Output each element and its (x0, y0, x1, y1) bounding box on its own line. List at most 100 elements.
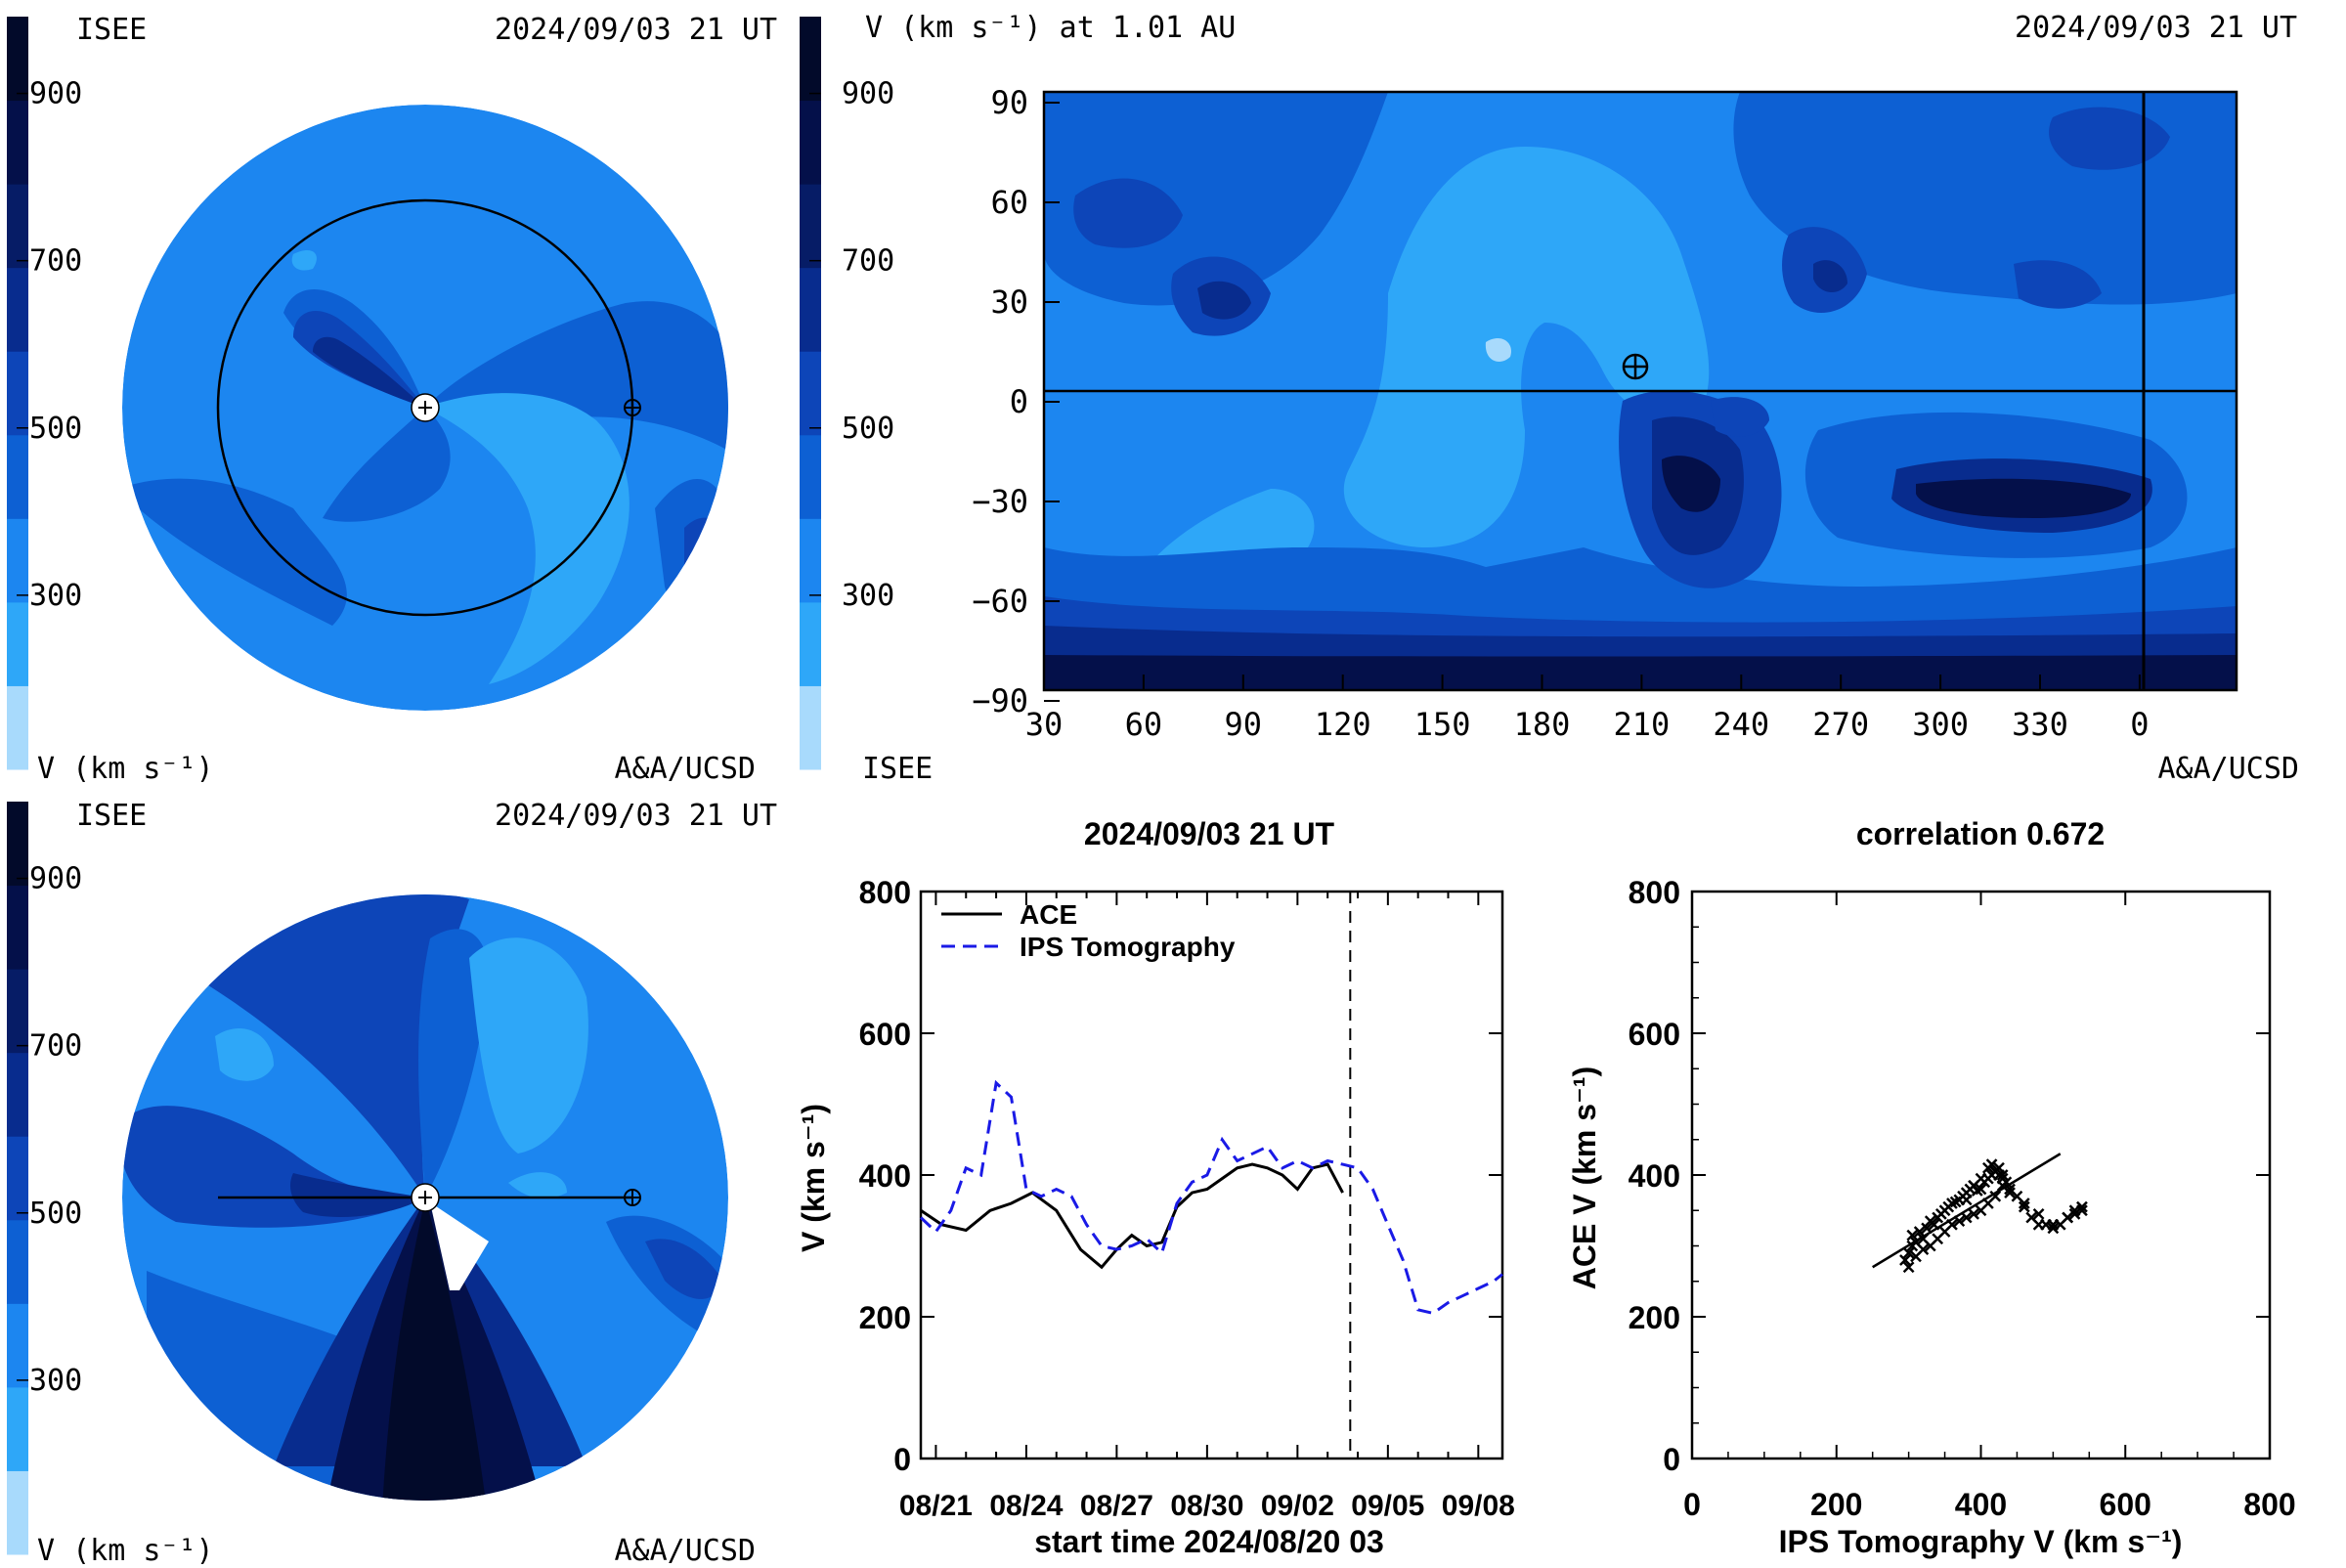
speed-contour-band (196, 894, 469, 1198)
colorbar-segment (7, 1219, 28, 1304)
colorbar-tick-label: 300 (29, 1364, 82, 1398)
y-tick-label: 600 (1629, 1017, 1680, 1052)
org-label: ISEE (76, 799, 147, 833)
speed-contour-band (313, 336, 425, 408)
scatter-point (1917, 1243, 1930, 1256)
time-series-title: 2024/09/03 21 UT (1084, 816, 1335, 851)
colorbar-tick-label: 500 (29, 1197, 82, 1231)
scatter-point (1902, 1261, 1915, 1274)
colorbar-segment (7, 100, 28, 185)
speed-contour-band (425, 393, 630, 684)
scatter-point-stroke (2068, 1207, 2081, 1220)
y-tick-label: 400 (1629, 1158, 1680, 1194)
scatter-point (1913, 1226, 1926, 1238)
time-series-axes: 0 200 400 600 800 08/21 08/24 08/27 08/30 09/02 09… (859, 875, 1515, 1522)
colorbar-tick-label: 500 (29, 412, 82, 446)
scatter-point (2032, 1207, 2045, 1220)
scatter-point (1975, 1183, 1987, 1196)
y-tick-label: 200 (1629, 1300, 1680, 1335)
map-x-tick-label: 330 (2012, 706, 2068, 743)
map-x-tick-label: 150 (1414, 706, 1471, 743)
colorbar-segment (7, 434, 28, 519)
speed-contour-band (1044, 92, 1388, 306)
scatter-point (2000, 1176, 2013, 1189)
map-y-tick-label: 60 (990, 184, 1028, 221)
org-label: ISEE (76, 13, 147, 47)
scatter-point (1899, 1254, 1911, 1266)
scatter-point-stroke (1899, 1254, 1911, 1266)
colorbar-segment (800, 434, 821, 519)
map-x-tick-label: 0 (2130, 706, 2149, 743)
colorbar-tick-label: 500 (842, 412, 894, 446)
scatter-axes: 0 200 400 600 800 0 200 400 600 800 (1629, 875, 2296, 1522)
colorbar-tick-label: 300 (29, 579, 82, 613)
scatter-point (1960, 1194, 1973, 1206)
scatter-point (1968, 1179, 1979, 1192)
unit-label: V (km s⁻¹) (37, 1534, 214, 1564)
colorbar-segment (7, 885, 28, 970)
scatter-point-stroke (1989, 1190, 2002, 1202)
scatter-point (2076, 1204, 2088, 1217)
speed-contour-band (215, 1027, 274, 1081)
speed-contour-band (469, 937, 588, 1154)
scatter-point-stroke (1910, 1236, 1922, 1248)
speed-contour-band (1073, 178, 1183, 248)
map-title: V (km s⁻¹) at 1.01 AU (865, 11, 1236, 45)
scatter-point-stroke (1968, 1179, 1979, 1192)
y-tick-label: 200 (859, 1300, 911, 1335)
time-series-frame (919, 890, 1504, 1460)
colorbar-segment (800, 184, 821, 269)
scatter-point (1968, 1207, 1979, 1220)
scatter-point (2062, 1211, 2074, 1224)
speed-contour-band (323, 408, 451, 522)
speed-contour-band (655, 479, 728, 633)
x-tick-label: 08/30 (1170, 1490, 1243, 1522)
scatter-point-stroke (1946, 1218, 1958, 1231)
y-tick-label: 800 (1629, 875, 1680, 910)
x-tick-label: 600 (2100, 1487, 2151, 1522)
scatter-point (1985, 1158, 1998, 1171)
speed-contour-band (122, 478, 347, 626)
scatter-point-stroke (2032, 1207, 2045, 1220)
speed-contour-band (1197, 281, 1251, 320)
map-frame (1042, 90, 2238, 692)
scatter-point-stroke (2062, 1211, 2074, 1224)
series-line-ace (920, 1162, 1344, 1270)
x-tick-label: 09/05 (1351, 1490, 1424, 1522)
colorbar-segment (800, 685, 821, 770)
scatter-xlabel: IPS Tomography V (km s⁻¹) (1779, 1524, 2183, 1559)
map-y-tick-label: 30 (990, 283, 1028, 321)
speed-contour-band (381, 1198, 489, 1501)
map-y-tick-label: −30 (972, 483, 1028, 520)
colorbar-top-left: 900 700 500 300 (7, 17, 82, 770)
colorbar-segment (7, 601, 28, 686)
speed-contour-band (645, 1239, 723, 1299)
colorbar-segment (800, 267, 821, 352)
scatter-point (1996, 1169, 2009, 1181)
speed-contour-band (1711, 397, 1769, 437)
regression-line (1872, 1153, 2062, 1269)
scatter-ylabel: ACE V (km s⁻¹) (1567, 1067, 1602, 1289)
colorbar-tick-label: 900 (842, 77, 894, 111)
scatter-point-stroke (2047, 1222, 2060, 1235)
colorbar-tick-label: 700 (29, 1029, 82, 1064)
legend-label-ace: ACE (1020, 899, 1077, 930)
ecliptic-view-top: ISEE 2024/09/03 21 UT 900 700 500 300 (7, 13, 777, 786)
map-org-label: ISEE (862, 752, 933, 786)
colorbar-segment (800, 17, 821, 102)
scatter-point-stroke (1953, 1215, 1966, 1228)
time-series-ylabel: V (km s⁻¹) (796, 1104, 831, 1252)
scatter-point-stroke (2076, 1204, 2088, 1217)
map-timestamp: 2024/09/03 21 UT (2015, 11, 2297, 45)
scatter-frame (1690, 890, 2272, 1460)
speed-contour-band (291, 249, 317, 271)
meridional-view-bottom: ISEE 2024/09/03 21 UT 900 700 500 300 (7, 799, 777, 1568)
speed-contour-band (2014, 260, 2102, 309)
scatter-point-stroke (2047, 1218, 2060, 1231)
x-tick-label: 0 (1683, 1487, 1701, 1522)
x-tick-label: 800 (2243, 1487, 2295, 1522)
colorbar-segment (800, 351, 821, 436)
scatter-point (1902, 1246, 1915, 1259)
scatter-point-stroke (1917, 1233, 1930, 1245)
scatter-point-stroke (2018, 1198, 2030, 1209)
